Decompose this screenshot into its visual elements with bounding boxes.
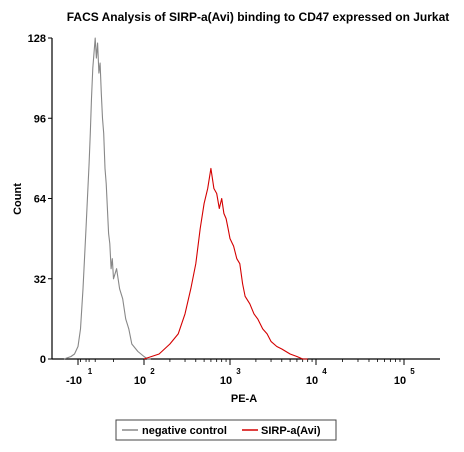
- x-tick-exponent: 1: [88, 367, 93, 376]
- y-tick-label: 0: [40, 354, 46, 366]
- x-tick-label: 10: [220, 375, 232, 387]
- y-axis-label: Count: [12, 183, 24, 215]
- chart-title: FACS Analysis of SIRP-a(Avi) binding to …: [67, 10, 450, 24]
- legend-label-sirp-a-avi: SIRP-a(Avi): [261, 425, 321, 437]
- x-tick-exponent: 3: [236, 367, 241, 376]
- series-layer: [63, 37, 308, 360]
- y-tick-label: 96: [34, 113, 46, 125]
- x-tick-label: -10: [66, 375, 82, 387]
- legend-box: [115, 419, 337, 441]
- y-tick-label: 64: [34, 194, 47, 206]
- x-tick-label: 10: [306, 375, 318, 387]
- y-axis-ticks: 0 32 64 96 128: [28, 33, 52, 366]
- x-tick-exponent: 5: [410, 367, 415, 376]
- x-tick-label: 10: [134, 375, 146, 387]
- x-tick-exponent: 2: [150, 367, 155, 376]
- y-tick-label: 128: [28, 33, 46, 45]
- x-tick-exponent: 4: [322, 367, 327, 376]
- x-tick-label: 10: [394, 375, 406, 387]
- series-line-negative-control: [63, 37, 151, 360]
- y-tick-label: 32: [34, 274, 46, 286]
- series-line-sirp-a-avi: [143, 167, 308, 360]
- x-axis-ticks: -10 1 10 2 10 3 10 4 10 5: [66, 359, 415, 387]
- legend-label-negative-control: negative control: [142, 425, 227, 437]
- x-axis-label: PE-A: [231, 393, 257, 405]
- legend: negative control SIRP-a(Avi): [115, 419, 337, 441]
